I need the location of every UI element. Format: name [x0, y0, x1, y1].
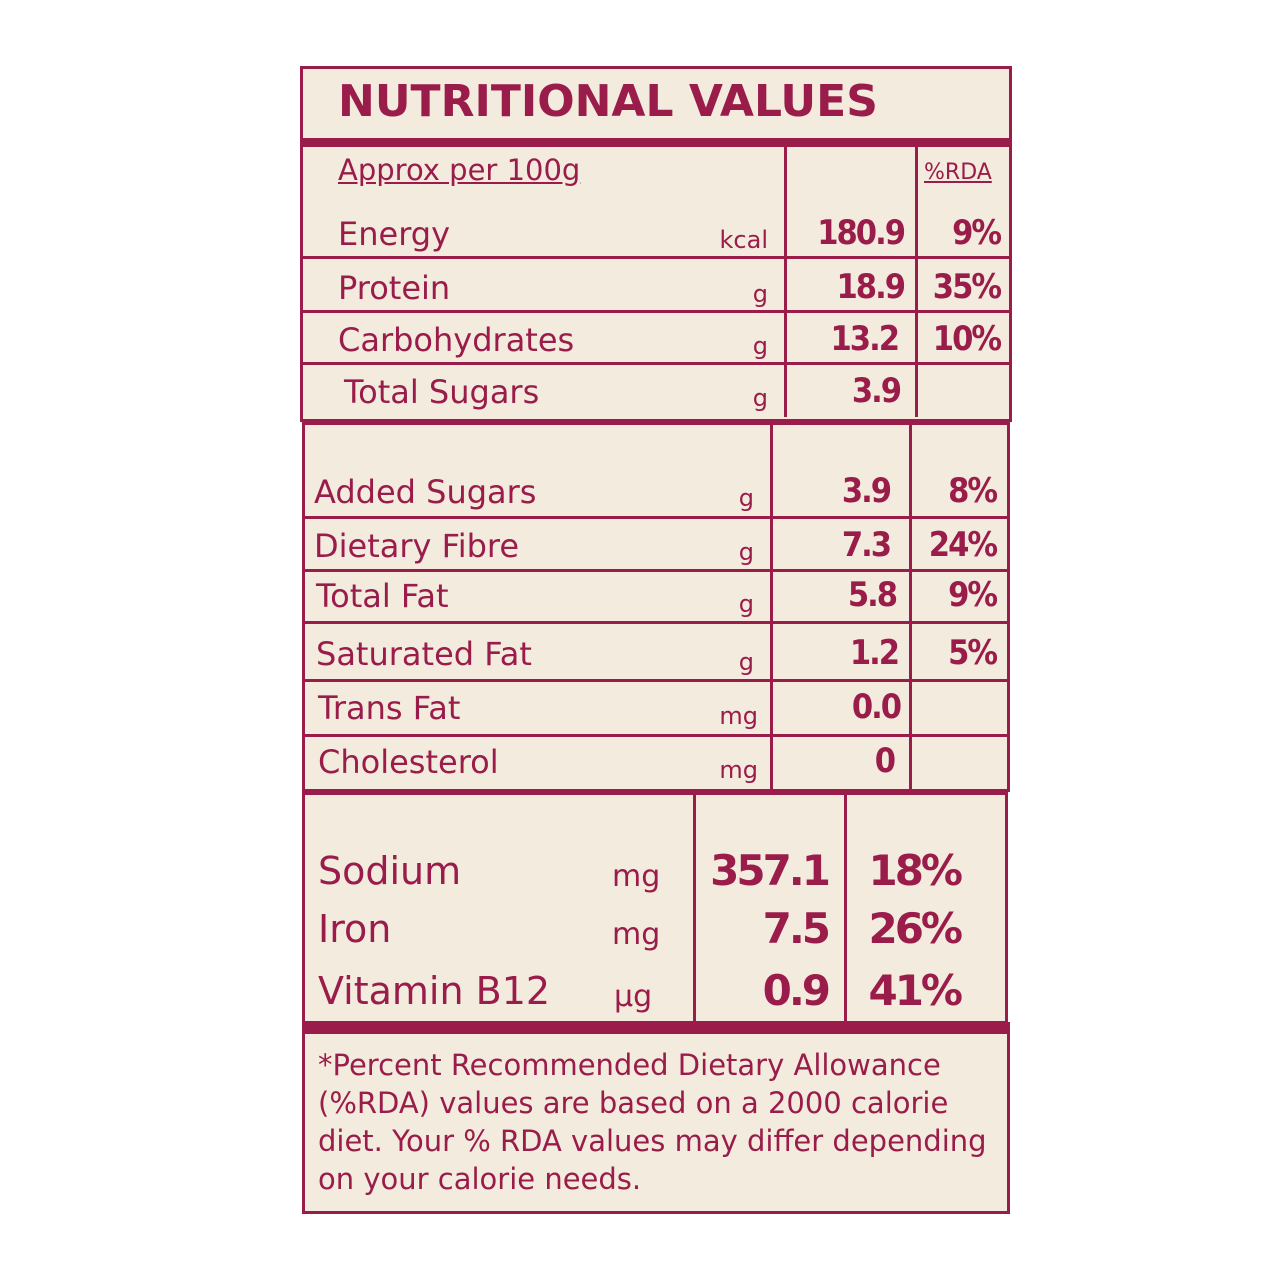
divider	[909, 422, 912, 792]
nutrient-name: Cholesterol	[318, 743, 499, 781]
nutrient-unit: g	[738, 484, 754, 512]
nutrient-rda: 18%	[868, 846, 963, 895]
nutrient-value: 0.0	[851, 687, 902, 727]
nutrient-value: 180.9	[817, 213, 906, 253]
nutrient-value: 18.9	[836, 267, 906, 307]
nutrient-value: 1.2	[849, 633, 900, 673]
nutrient-unit: g	[738, 538, 754, 566]
nutrient-unit: mg	[612, 859, 661, 894]
nutrient-name: Vitamin B12	[318, 969, 551, 1013]
footnote-panel	[302, 1022, 1010, 1214]
nutrient-value: 7.3	[841, 525, 892, 565]
nutrient-name: Saturated Fat	[316, 635, 532, 673]
nutrient-rda: 26%	[868, 904, 963, 953]
nutrient-unit: g	[738, 648, 754, 676]
nutrient-value: 357.1	[710, 846, 831, 895]
divider	[300, 256, 1012, 259]
nutrient-name: Sodium	[318, 849, 462, 893]
divider	[915, 147, 918, 417]
nutrient-value: 3.9	[841, 471, 892, 511]
nutrient-unit: g	[738, 590, 754, 618]
nutrient-rda: 41%	[868, 966, 963, 1015]
nutrition-panel-middle	[302, 422, 1010, 792]
nutrient-value: 0	[874, 741, 896, 781]
nutrient-name: Iron	[318, 907, 392, 951]
nutrient-value: 0.9	[762, 966, 831, 1015]
divider	[844, 792, 847, 1024]
nutrient-name: Added Sugars	[314, 473, 537, 511]
nutrient-unit: kcal	[719, 226, 768, 254]
nutrient-unit: µg	[614, 979, 653, 1014]
nutrient-unit: g	[752, 384, 768, 412]
divider	[302, 516, 1010, 519]
nutrient-rda: 8%	[948, 471, 998, 511]
nutrient-rda: 5%	[948, 633, 998, 673]
nutrient-rda: 24%	[928, 525, 998, 565]
nutrient-rda: 35%	[932, 267, 1002, 307]
nutrient-rda: 9%	[948, 575, 998, 615]
panel-title: NUTRITIONAL VALUES	[338, 76, 878, 127]
nutrient-name: Total Fat	[316, 577, 449, 615]
title-divider	[300, 138, 1012, 147]
divider	[302, 679, 1010, 682]
divider	[784, 147, 787, 417]
nutrient-unit: g	[752, 280, 768, 308]
divider	[302, 569, 1010, 572]
nutrient-name: Carbohydrates	[338, 321, 575, 359]
divider	[302, 734, 1010, 737]
divider	[302, 621, 1010, 624]
basis-label: Approx per 100g	[338, 153, 581, 187]
nutrient-rda: 10%	[932, 319, 1002, 359]
nutrient-unit: mg	[719, 756, 758, 784]
nutrient-name: Total Sugars	[344, 373, 540, 411]
nutrient-name: Trans Fat	[318, 689, 461, 727]
nutrient-value: 13.2	[830, 319, 900, 359]
nutrient-name: Energy	[338, 215, 451, 253]
rda-footnote: *Percent Recommended Dietary Allowance (…	[318, 1048, 987, 1196]
nutrient-name: Protein	[338, 269, 451, 307]
divider	[300, 362, 1012, 365]
divider	[693, 792, 696, 1024]
divider	[300, 310, 1012, 313]
nutrient-name: Dietary Fibre	[314, 527, 520, 565]
nutrient-rda: 9%	[952, 213, 1002, 253]
rda-header: %RDA	[924, 160, 992, 185]
nutrient-unit: g	[752, 332, 768, 360]
nutrient-unit: mg	[612, 917, 661, 952]
nutrient-value: 3.9	[851, 371, 902, 411]
nutrient-value: 7.5	[762, 904, 831, 953]
nutrient-value: 5.8	[847, 575, 898, 615]
divider	[770, 422, 773, 792]
nutrient-unit: mg	[719, 702, 758, 730]
